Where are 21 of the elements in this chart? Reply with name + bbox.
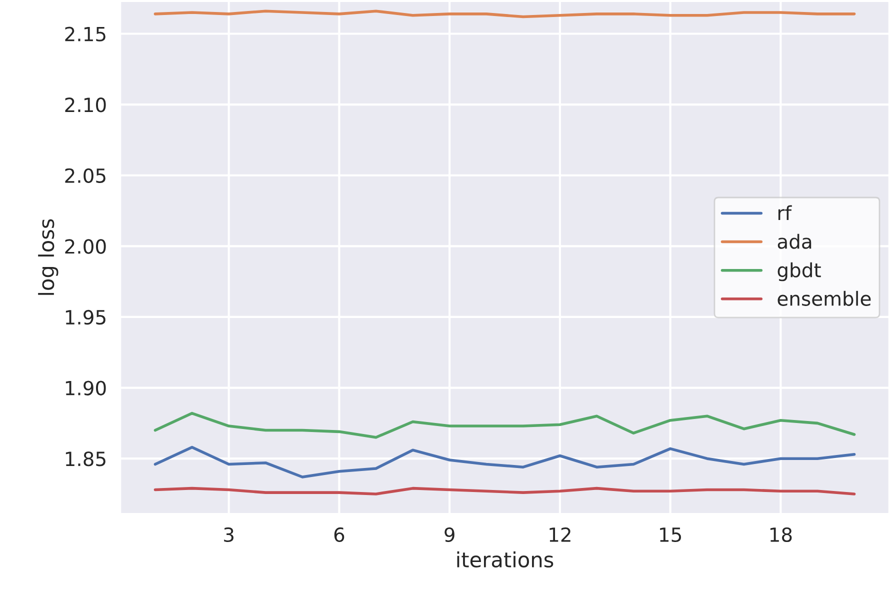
x-axis-title: iterations [457,551,554,568]
legend-label: ensemble [778,290,871,306]
legend-label: gbdt [778,262,821,282]
x-tick-label: 6 [334,527,344,542]
legend-label: ada [778,234,812,249]
y-axis-title: log loss [38,219,58,295]
line-series [154,412,856,439]
x-tick-label: 18 [770,527,792,542]
y-tick-label: 2.10 [65,98,106,112]
y-tick-label: 1.95 [66,310,106,325]
y-tick-label: 1.85 [66,452,106,466]
y-tick-label: 2.05 [65,168,106,184]
legend-label: rf [778,205,792,220]
line-series [154,446,856,478]
x-tick-label: 3 [224,527,234,542]
x-tick-label: 15 [660,528,681,542]
x-tick-label: 9 [444,527,454,542]
y-tick-label: 2.00 [65,239,106,254]
y-tick-label: 2.15 [65,26,106,42]
y-tick-label: 1.90 [66,380,106,396]
x-tick-label: 12 [550,527,570,542]
